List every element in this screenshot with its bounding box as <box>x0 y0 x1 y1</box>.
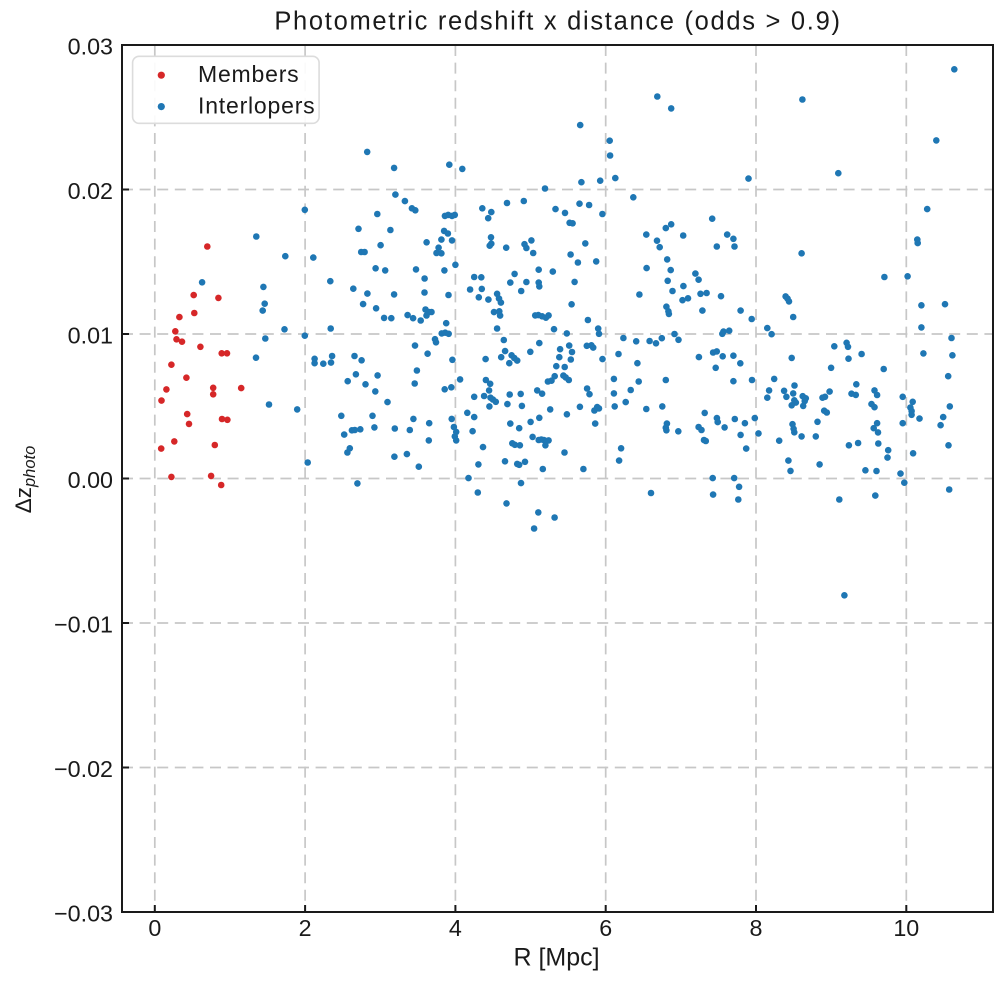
svg-text:0.03: 0.03 <box>68 33 113 59</box>
svg-text:4: 4 <box>449 915 462 941</box>
svg-text:R [Mpc]: R [Mpc] <box>513 944 599 972</box>
svg-text:Photometric redshift x distanc: Photometric redshift x distance (odds > … <box>274 8 841 36</box>
svg-text:−0.02: −0.02 <box>54 756 113 782</box>
svg-text:6: 6 <box>599 915 612 941</box>
svg-text:2: 2 <box>299 915 312 941</box>
svg-text:Interlopers: Interlopers <box>198 93 315 119</box>
svg-text:Δzphoto: Δzphoto <box>11 446 39 514</box>
svg-text:0.02: 0.02 <box>68 178 113 204</box>
svg-text:0.00: 0.00 <box>68 467 113 493</box>
svg-text:8: 8 <box>750 915 763 941</box>
svg-text:10: 10 <box>893 915 919 941</box>
svg-text:Members: Members <box>198 61 299 87</box>
svg-text:−0.01: −0.01 <box>54 611 113 637</box>
svg-text:0.01: 0.01 <box>68 322 113 348</box>
svg-text:0: 0 <box>148 915 161 941</box>
svg-text:−0.03: −0.03 <box>54 900 113 926</box>
